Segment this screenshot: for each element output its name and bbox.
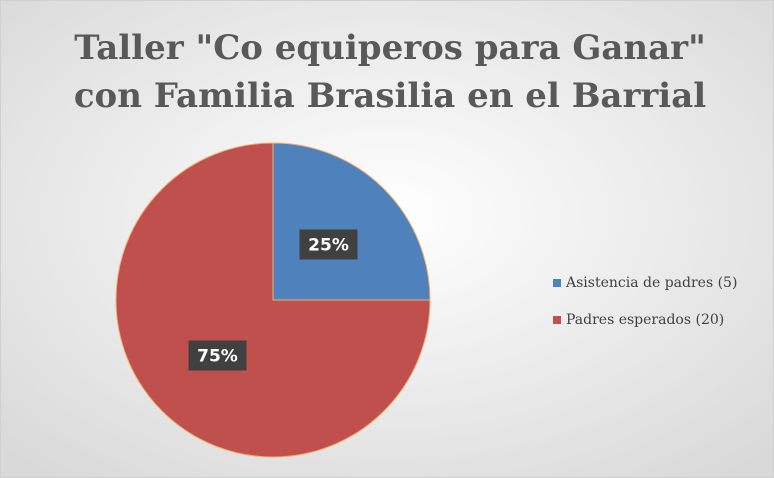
data-label-box	[188, 340, 247, 371]
legend-label: Asistencia de padres (5)	[565, 275, 737, 291]
data-label: 75%	[197, 347, 238, 367]
legend-label: Padres esperados (20)	[566, 312, 724, 328]
chart-title: con Familia Brasilia en el Barrial	[74, 76, 706, 116]
pie-slice	[115, 142, 431, 458]
chart-title: Taller "Co equiperos para Ganar"	[74, 28, 706, 68]
pie-slice	[272, 142, 431, 301]
legend-marker	[553, 316, 561, 324]
data-label-box	[299, 229, 358, 260]
data-label: 25%	[308, 235, 349, 255]
legend-marker	[553, 279, 561, 287]
